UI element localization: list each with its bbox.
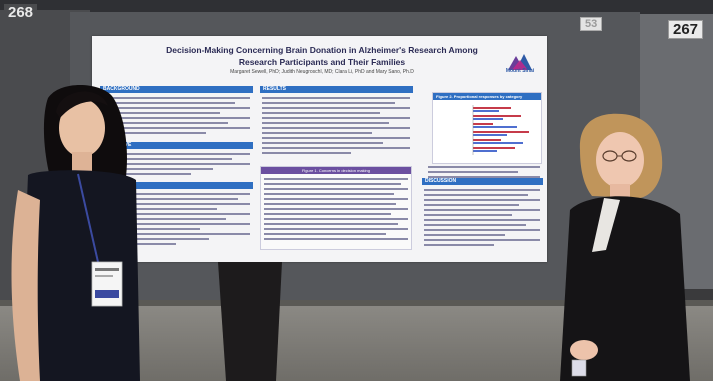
booth-number-right: 267 bbox=[668, 20, 704, 39]
floor-edge bbox=[0, 300, 713, 306]
table-title: Figure 1. Concerns in decision making bbox=[261, 167, 411, 174]
section-results-header: RESULTS bbox=[260, 86, 413, 93]
objective-text bbox=[102, 153, 250, 178]
concerns-table: Figure 1. Concerns in decision making bbox=[260, 166, 412, 250]
booth-number-middle: 53 bbox=[580, 17, 603, 31]
booth-number-left: 268 bbox=[4, 4, 38, 21]
figure-title: Figure 2. Proportional responses by cate… bbox=[433, 93, 541, 100]
discussion-text bbox=[424, 189, 540, 249]
logo-label: Mount Sinai bbox=[505, 68, 535, 74]
mount-sinai-logo-icon bbox=[508, 54, 532, 70]
table-rows bbox=[264, 178, 408, 243]
section-discussion-header: DISCUSSION bbox=[422, 178, 543, 185]
bar-graph-icon bbox=[472, 105, 529, 155]
proportional-responses-figure: Figure 2. Proportional responses by cate… bbox=[432, 92, 542, 164]
poster-title: Decision-Making Concerning Brain Donatio… bbox=[166, 45, 478, 67]
methods-text bbox=[102, 193, 250, 248]
background-text bbox=[102, 97, 250, 137]
research-poster: Decision-Making Concerning Brain Donatio… bbox=[92, 36, 547, 262]
results-right-text bbox=[428, 166, 540, 181]
poster-authors: Margaret Sewell, PhD; Judith Neugroschl,… bbox=[230, 69, 414, 75]
results-text bbox=[262, 97, 410, 157]
section-background-header: BACKGROUND bbox=[100, 86, 253, 93]
